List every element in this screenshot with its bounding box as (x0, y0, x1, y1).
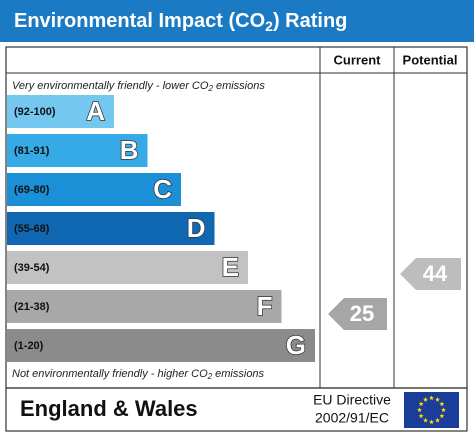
band-range: (92-100) (14, 106, 56, 118)
band (7, 251, 248, 284)
title-text: Environmental Impact (CO (14, 10, 265, 32)
header: Potential (403, 52, 458, 67)
header: Current (334, 52, 382, 67)
eu-stars (417, 395, 446, 425)
current-value: 25 (350, 301, 374, 326)
band (7, 173, 181, 206)
band (7, 212, 215, 245)
band-letter: A (86, 96, 105, 126)
current-arrow (328, 298, 387, 330)
eu-star (418, 413, 424, 419)
directive: EU Directive (313, 392, 391, 408)
note-sub: 2 (207, 372, 213, 381)
band-range: (69-80) (14, 184, 50, 196)
potential-value: 44 (423, 261, 448, 286)
band (7, 329, 315, 362)
title-sub: 2 (265, 18, 273, 34)
title-text: ) Rating (273, 10, 347, 32)
eu-star (429, 395, 434, 401)
band-range: (81-91) (14, 145, 50, 157)
band-letter: D (187, 213, 206, 243)
note-text: Very environmentally friendly - lower CO (12, 80, 209, 92)
bands: (92-100) A (81-91) B (69-80) C (55-68) D (39-54)… (7, 95, 315, 362)
band-letter: G (286, 330, 306, 360)
band (7, 95, 114, 128)
note-text: emissions (212, 368, 264, 380)
eu-star (423, 417, 428, 423)
band-letter: C (153, 174, 172, 204)
band (7, 134, 148, 167)
note-text: Not environmentally friendly - higher CO (12, 368, 208, 380)
note-sub: 2 (207, 84, 213, 93)
eu-star (435, 417, 440, 423)
band (7, 290, 282, 323)
eu-star (439, 401, 445, 407)
eu-star (429, 419, 434, 425)
eu-star (441, 407, 446, 413)
band-range: (55-68) (14, 223, 50, 235)
band-range: (39-54) (14, 262, 50, 274)
eu-star (417, 407, 422, 413)
potential-arrow (400, 258, 461, 290)
note-text: emissions (213, 80, 265, 92)
title: Environmental Impact (CO2) Rating (14, 10, 347, 33)
band-letter: B (120, 135, 139, 165)
title-bar (0, 0, 474, 42)
eu-star (435, 397, 440, 402)
footer-frame (5, 387, 468, 432)
eu-star (418, 401, 424, 407)
band-letter: E (222, 252, 239, 282)
top-note: Very environmentally friendly - lower CO… (12, 80, 265, 93)
eu-star (423, 397, 428, 402)
band-range: (1-20) (14, 340, 44, 352)
eu-star (439, 413, 445, 419)
directive: 2002/91/EC (315, 410, 389, 426)
region: England & Wales (20, 396, 198, 421)
band-letter: F (257, 291, 273, 321)
bottom-note: Not environmentally friendly - higher CO… (12, 368, 265, 381)
band-range: (21-38) (14, 301, 50, 313)
